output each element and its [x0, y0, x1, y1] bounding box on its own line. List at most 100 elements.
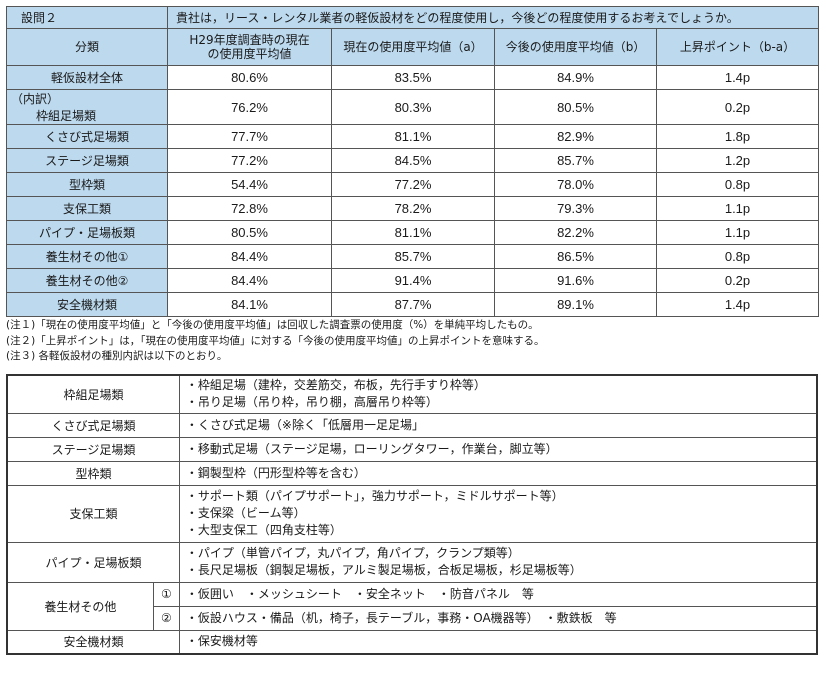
breakdown-category: 安全機材類 [6, 629, 180, 655]
breakdown-item: ・サポート類（パイプサポート」，強力サポート，ミドルサポート等） [185, 489, 564, 503]
rise-cell: 1.1p [656, 196, 819, 221]
category-cell: 安全機材類 [6, 292, 168, 317]
category-cell: パイプ・足場板類 [6, 220, 168, 245]
breakdown-row-anzen: 安全機材類 ・保安機材等 [6, 629, 818, 655]
breakdown-prefix: （内訳） [11, 92, 60, 106]
header-current: 現在の使用度平均値（a） [331, 28, 495, 66]
future-cell: 82.9% [494, 124, 657, 149]
rise-cell: 0.2p [656, 268, 819, 293]
future-cell: 79.3% [494, 196, 657, 221]
breakdown-item: ・長尺足場板（鋼製足場板，アルミ製足場板，合板足場板，杉足場板等） [185, 563, 582, 577]
future-cell: 91.6% [494, 268, 657, 293]
current-cell: 87.7% [331, 292, 495, 317]
table-row: 支保工類 72.8% 78.2% 79.3% 1.1p [6, 196, 819, 221]
rise-cell: 1.4p [656, 65, 819, 90]
header-h29-line1: H29年度調査時の現在 [189, 32, 310, 47]
breakdown-category: ステージ足場類 [6, 436, 180, 462]
future-cell: 89.1% [494, 292, 657, 317]
current-cell: 81.1% [331, 220, 495, 245]
breakdown-row-wakugumi: 枠組足場類 ・枠組足場（建枠，交差筋交，布板，先行手すり枠等） ・吊り足場（吊り… [6, 374, 818, 414]
breakdown-row-katawaku: 型枠類 ・鋼製型枠（円形型枠等を含む） [6, 460, 818, 486]
breakdown-item: ・保安機材等 [185, 634, 258, 649]
breakdown-items: ・サポート類（パイプサポート」，強力サポート，ミドルサポート等） ・支保梁（ビー… [178, 484, 818, 543]
breakdown-category: 型枠類 [6, 460, 180, 486]
breakdown-item: ・支保梁（ビーム等） [185, 506, 306, 520]
table-row: 養生材その他① 84.4% 85.7% 86.5% 0.8p [6, 244, 819, 269]
header-rise: 上昇ポイント（b-a） [656, 28, 819, 66]
breakdown-items: ・パイプ（単管パイプ，丸パイプ，角パイプ，クランプ類等） ・長尺足場板（鋼製足場… [178, 541, 818, 583]
table-row: 安全機材類 84.1% 87.7% 89.1% 1.4p [6, 292, 819, 317]
header-category: 分類 [6, 28, 168, 66]
current-cell: 77.2% [331, 172, 495, 197]
table-row: （内訳） 枠組足場類 76.2% 80.3% 80.5% 0.2p [6, 89, 819, 125]
breakdown-category: 養生材その他 [6, 581, 154, 631]
breakdown-row-kusabi: くさび式足場類 ・くさび式足場（※除く「低層用一足足場」 [6, 412, 818, 438]
breakdown-category: 枠組足場類 [6, 374, 180, 414]
sub-mark: ② [152, 605, 180, 631]
table-row: ステージ足場類 77.2% 84.5% 85.7% 1.2p [6, 148, 819, 173]
header-row: 分類 H29年度調査時の現在 の使用度平均値 現在の使用度平均値（a） 今後の使… [6, 28, 819, 66]
breakdown-item: ・移動式足場（ステージ足場，ローリングタワー，作業台，脚立等） [185, 441, 558, 456]
h29-cell: 80.5% [167, 220, 332, 245]
current-cell: 84.5% [331, 148, 495, 173]
table-row: パイプ・足場板類 80.5% 81.1% 82.2% 1.1p [6, 220, 819, 245]
question-label: 設問２ [6, 6, 168, 29]
rise-cell: 0.8p [656, 244, 819, 269]
future-cell: 78.0% [494, 172, 657, 197]
breakdown-item: ・枠組足場（建枠，交差筋交，布板，先行手すり枠等） [185, 378, 486, 393]
category-cell: 養生材その他① [6, 244, 168, 269]
header-h29: H29年度調査時の現在 の使用度平均値 [167, 28, 332, 66]
breakdown-item: ・吊り足場（吊り枠，吊り棚，高層吊り枠等） [185, 395, 438, 410]
h29-cell: 84.4% [167, 244, 332, 269]
future-cell: 85.7% [494, 148, 657, 173]
h29-cell: 76.2% [167, 89, 332, 125]
breakdown-row-shiho: 支保工類 ・サポート類（パイプサポート」，強力サポート，ミドルサポート等） ・支… [6, 484, 818, 543]
category-cell: 軽仮設材全体 [6, 65, 168, 90]
h29-cell: 77.7% [167, 124, 332, 149]
note-1: (注１)「現在の使用度平均値」と「今後の使用度平均値」は回収した調査票の使用度（… [6, 319, 539, 331]
category-cell: 養生材その他② [6, 268, 168, 293]
breakdown-items: ・鋼製型枠（円形型枠等を含む） [178, 460, 818, 486]
h29-cell: 72.8% [167, 196, 332, 221]
breakdown-row-stage: ステージ足場類 ・移動式足場（ステージ足場，ローリングタワー，作業台，脚立等） [6, 436, 818, 462]
current-cell: 85.7% [331, 244, 495, 269]
category-cell: くさび式足場類 [6, 124, 168, 149]
future-cell: 86.5% [494, 244, 657, 269]
breakdown-items: ・移動式足場（ステージ足場，ローリングタワー，作業台，脚立等） [178, 436, 818, 462]
breakdown-items: ・仮設ハウス・備品（机，椅子，長テーブル，事務・OA機器等） ・敷鉄板 等 [178, 605, 818, 631]
breakdown-items: ・くさび式足場（※除く「低層用一足足場」 [178, 412, 818, 438]
breakdown-category: パイプ・足場板類 [6, 541, 180, 583]
current-cell: 81.1% [331, 124, 495, 149]
breakdown-row-yojo-1: 養生材その他 ① ・仮囲い ・メッシュシート ・安全ネット ・防音パネル 等 [6, 581, 818, 631]
note-2: (注２)「上昇ポイント」は，「現在の使用度平均値」に対する「今後の使用度平均値」… [6, 334, 545, 347]
note-3: (注３) 各軽仮設材の種別内訳は以下のとおり。 [6, 350, 228, 362]
sub-mark: ① [152, 581, 180, 607]
question-text: 貴社は，リース・レンタル業者の軽仮設材をどの程度使用し，今後どの程度使用するお考… [167, 6, 819, 29]
rise-cell: 1.4p [656, 292, 819, 317]
h29-cell: 84.1% [167, 292, 332, 317]
breakdown-item: ・鋼製型枠（円形型枠等を含む） [185, 465, 366, 480]
header-future: 今後の使用度平均値（b） [494, 28, 657, 66]
usage-table: 設問２ 貴社は，リース・レンタル業者の軽仮設材をどの程度使用し，今後どの程度使用… [6, 6, 819, 317]
future-cell: 82.2% [494, 220, 657, 245]
breakdown-items: ・仮囲い ・メッシュシート ・安全ネット ・防音パネル 等 [178, 581, 818, 607]
question-row: 設問２ 貴社は，リース・レンタル業者の軽仮設材をどの程度使用し，今後どの程度使用… [6, 6, 819, 29]
rise-cell: 0.8p [656, 172, 819, 197]
future-cell: 84.9% [494, 65, 657, 90]
breakdown-table: 枠組足場類 ・枠組足場（建枠，交差筋交，布板，先行手すり枠等） ・吊り足場（吊り… [6, 374, 818, 655]
h29-cell: 84.4% [167, 268, 332, 293]
category-cell: 型枠類 [6, 172, 168, 197]
table-row: 型枠類 54.4% 77.2% 78.0% 0.8p [6, 172, 819, 197]
current-cell: 80.3% [331, 89, 495, 125]
table-row: くさび式足場類 77.7% 81.1% 82.9% 1.8p [6, 124, 819, 149]
breakdown-items: ・枠組足場（建枠，交差筋交，布板，先行手すり枠等） ・吊り足場（吊り枠，吊り棚，… [178, 374, 818, 414]
category-name: 枠組足場類 [35, 109, 96, 123]
rise-cell: 1.2p [656, 148, 819, 173]
breakdown-item: ・仮囲い ・メッシュシート ・安全ネット ・防音パネル 等 [185, 586, 534, 601]
table-row: 養生材その他② 84.4% 91.4% 91.6% 0.2p [6, 268, 819, 293]
rise-cell: 1.8p [656, 124, 819, 149]
current-cell: 91.4% [331, 268, 495, 293]
breakdown-items: ・保安機材等 [178, 629, 818, 655]
future-cell: 80.5% [494, 89, 657, 125]
breakdown-category: くさび式足場類 [6, 412, 180, 438]
